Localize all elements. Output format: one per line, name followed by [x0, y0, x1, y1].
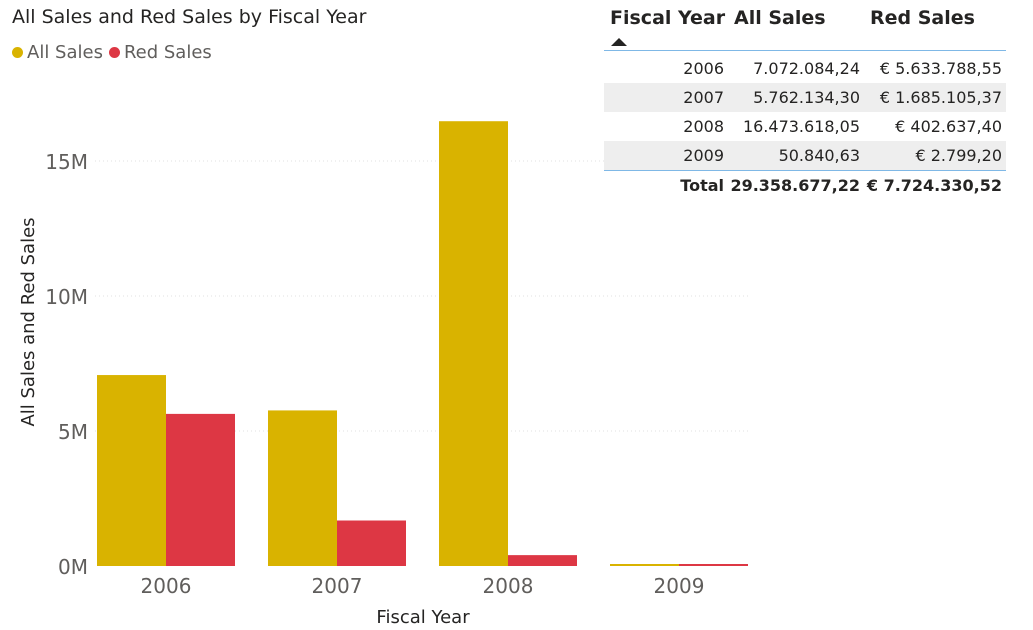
sales-table: Fiscal Year All Sales Red Sales 2006 7.0… — [604, 0, 1006, 201]
table-row: 2006 7.072.084,24 € 5.633.788,55 — [604, 54, 1006, 83]
x-tick-label: 2007 — [312, 574, 363, 598]
cell-red-sales: € 2.799,20 — [915, 146, 1002, 165]
legend-item-all-sales[interactable]: All Sales — [12, 42, 103, 63]
y-axis-title: All Sales and Red Sales — [18, 217, 39, 426]
header-red-sales[interactable]: Red Sales — [870, 7, 975, 29]
cell-fiscal-year: 2009 — [683, 146, 724, 165]
header-all-sales[interactable]: All Sales — [734, 7, 826, 29]
bar-all-sales-2008[interactable] — [439, 121, 508, 566]
bar-red-sales-2006[interactable] — [166, 413, 235, 566]
bar-red-sales-2007[interactable] — [337, 520, 406, 566]
x-tick-label: 2008 — [483, 574, 534, 598]
table-row: 2009 50.840,63 € 2.799,20 — [604, 141, 1006, 171]
x-axis-ticks: 2006 2007 2008 2009 — [141, 574, 705, 598]
table-header: Fiscal Year All Sales Red Sales — [604, 0, 1006, 51]
y-tick-label: 15M — [45, 150, 88, 174]
legend-label-all-sales: All Sales — [27, 42, 103, 63]
bar-all-sales-2006[interactable] — [97, 375, 166, 566]
cell-fiscal-year: 2008 — [683, 117, 724, 136]
cell-red-sales: € 1.685.105,37 — [879, 88, 1002, 107]
table-total-row: Total 29.358.677,22 € 7.724.330,52 — [604, 171, 1006, 201]
total-label: Total — [680, 176, 724, 195]
cell-red-sales: € 5.633.788,55 — [879, 59, 1002, 78]
cell-all-sales: 50.840,63 — [778, 146, 860, 165]
bar-red-sales-2008[interactable] — [508, 555, 577, 566]
x-tick-label: 2009 — [654, 574, 705, 598]
x-tick-label: 2006 — [141, 574, 192, 598]
y-tick-label: 10M — [45, 285, 88, 309]
cell-all-sales: 5.762.134,30 — [753, 88, 860, 107]
legend-dot-all-sales — [12, 47, 23, 58]
cell-all-sales: 16.473.618,05 — [742, 117, 860, 136]
y-tick-label: 0M — [58, 555, 88, 579]
legend: All Sales Red Sales — [12, 42, 218, 63]
total-all-sales: 29.358.677,22 — [730, 176, 860, 195]
cell-fiscal-year: 2006 — [683, 59, 724, 78]
legend-dot-red-sales — [108, 47, 120, 58]
bar-all-sales-2007[interactable] — [268, 410, 337, 566]
chart-title: All Sales and Red Sales by Fiscal Year — [12, 6, 367, 28]
y-tick-label: 5M — [58, 420, 88, 444]
sort-ascending-icon[interactable] — [611, 38, 627, 46]
cell-all-sales: 7.072.084,24 — [753, 59, 860, 78]
bar-all-sales-2009[interactable] — [610, 564, 679, 566]
header-fiscal-year[interactable]: Fiscal Year — [610, 7, 726, 29]
total-red-sales: € 7.724.330,52 — [866, 176, 1002, 195]
bar-red-sales-2009[interactable] — [679, 564, 748, 566]
y-axis-ticks: 0M 5M 10M 15M — [45, 150, 88, 579]
table-row: 2007 5.762.134,30 € 1.685.105,37 — [604, 83, 1006, 112]
bars — [97, 121, 748, 566]
cell-fiscal-year: 2007 — [683, 88, 724, 107]
x-axis-title: Fiscal Year — [376, 607, 470, 628]
cell-red-sales: € 402.637,40 — [895, 117, 1002, 136]
legend-item-red-sales[interactable]: Red Sales — [108, 42, 212, 63]
legend-label-red-sales: Red Sales — [123, 42, 212, 63]
table-row: 2008 16.473.618,05 € 402.637,40 — [604, 112, 1006, 141]
gridlines — [95, 160, 750, 432]
